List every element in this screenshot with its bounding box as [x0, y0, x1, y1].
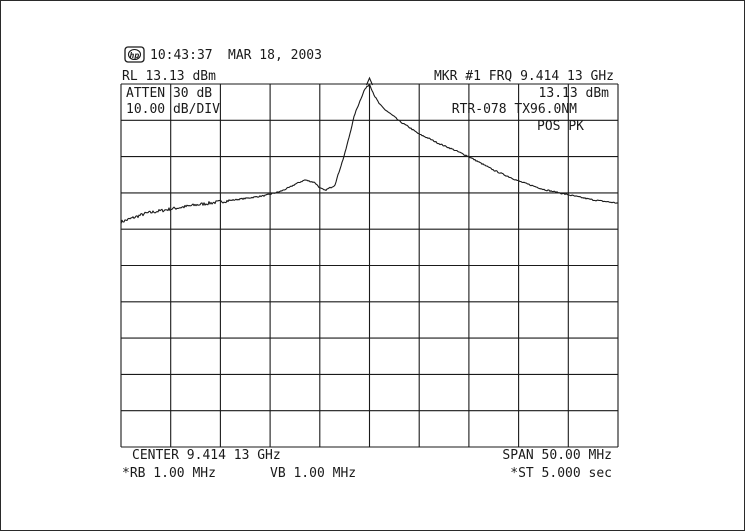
timestamp-date: MAR 18, 2003 — [228, 48, 322, 63]
marker-amplitude: 13.13 dBm — [539, 86, 610, 101]
logo-text: hp — [130, 51, 140, 60]
frequency-span: SPAN 50.00 MHz — [502, 448, 612, 463]
spectrum-trace — [120, 84, 619, 224]
detector-mode: POS PK — [537, 119, 584, 134]
timestamp-time: 10:43:37 — [150, 48, 213, 63]
graticule — [120, 83, 619, 448]
trace-note: RTR-078 TX96.0NM — [452, 102, 577, 117]
attenuation: ATTEN 30 dB — [126, 86, 212, 101]
resolution-bandwidth: *RB 1.00 MHz — [122, 466, 216, 481]
video-bandwidth: VB 1.00 MHz — [270, 466, 356, 481]
center-frequency: CENTER 9.414 13 GHz — [132, 448, 281, 463]
reference-level: RL 13.13 dBm — [122, 69, 216, 84]
hp-logo-icon: hp — [124, 46, 145, 63]
marker-frequency: MKR #1 FRQ 9.414 13 GHz — [434, 69, 614, 84]
sweep-time: *ST 5.000 sec — [510, 466, 612, 481]
marker-triangle-icon — [365, 76, 374, 86]
scale-per-division: 10.00 dB/DIV — [126, 102, 220, 117]
